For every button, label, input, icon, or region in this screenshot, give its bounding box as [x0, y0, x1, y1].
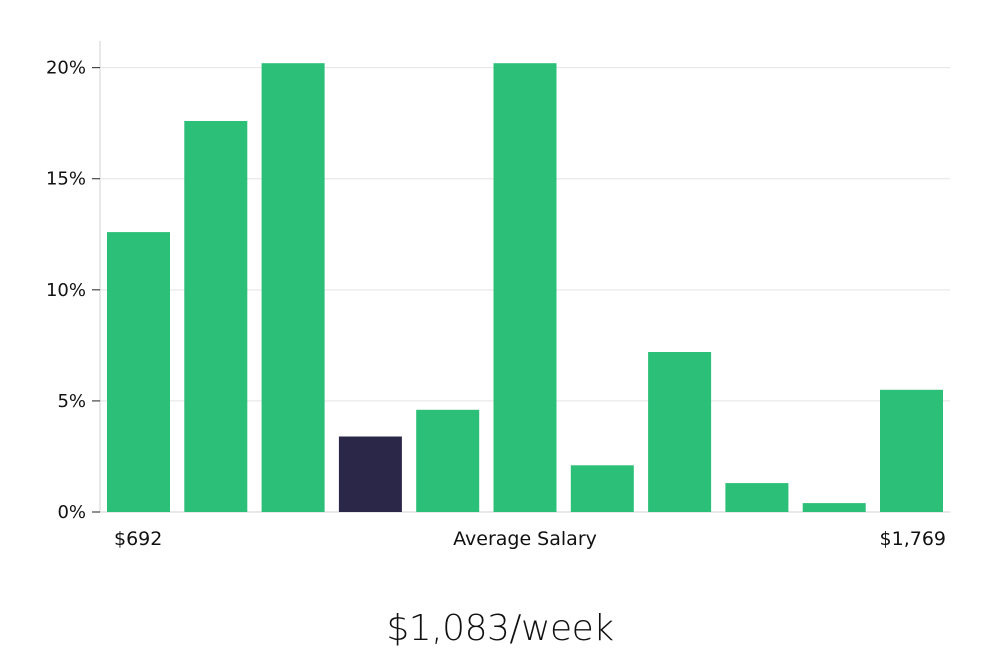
bar — [493, 63, 557, 512]
y-tick-label: 5% — [57, 391, 86, 412]
bar — [880, 389, 943, 512]
bar — [416, 409, 480, 512]
y-tick-label: 0% — [57, 502, 86, 523]
bar — [107, 232, 170, 512]
y-tick-label: 20% — [46, 58, 86, 79]
bar — [184, 121, 248, 512]
y-tick-label: 15% — [46, 169, 86, 190]
salary-histogram: 0% 5% 10% 15% 20% — [46, 41, 950, 523]
bar — [802, 503, 866, 512]
bar — [570, 465, 634, 512]
x-max-label: $1,769 — [879, 528, 946, 550]
bar — [725, 483, 789, 512]
bar — [648, 352, 712, 512]
y-tick-label: 10% — [46, 280, 86, 301]
y-tick-labels: 0% 5% 10% 15% 20% — [46, 58, 100, 523]
bar-highlighted — [338, 436, 402, 512]
bars — [107, 63, 943, 512]
x-axis-title: Average Salary — [453, 528, 597, 550]
bar — [261, 63, 325, 512]
average-salary-headline: $1,083/week — [386, 608, 614, 649]
x-min-label: $692 — [114, 528, 163, 550]
